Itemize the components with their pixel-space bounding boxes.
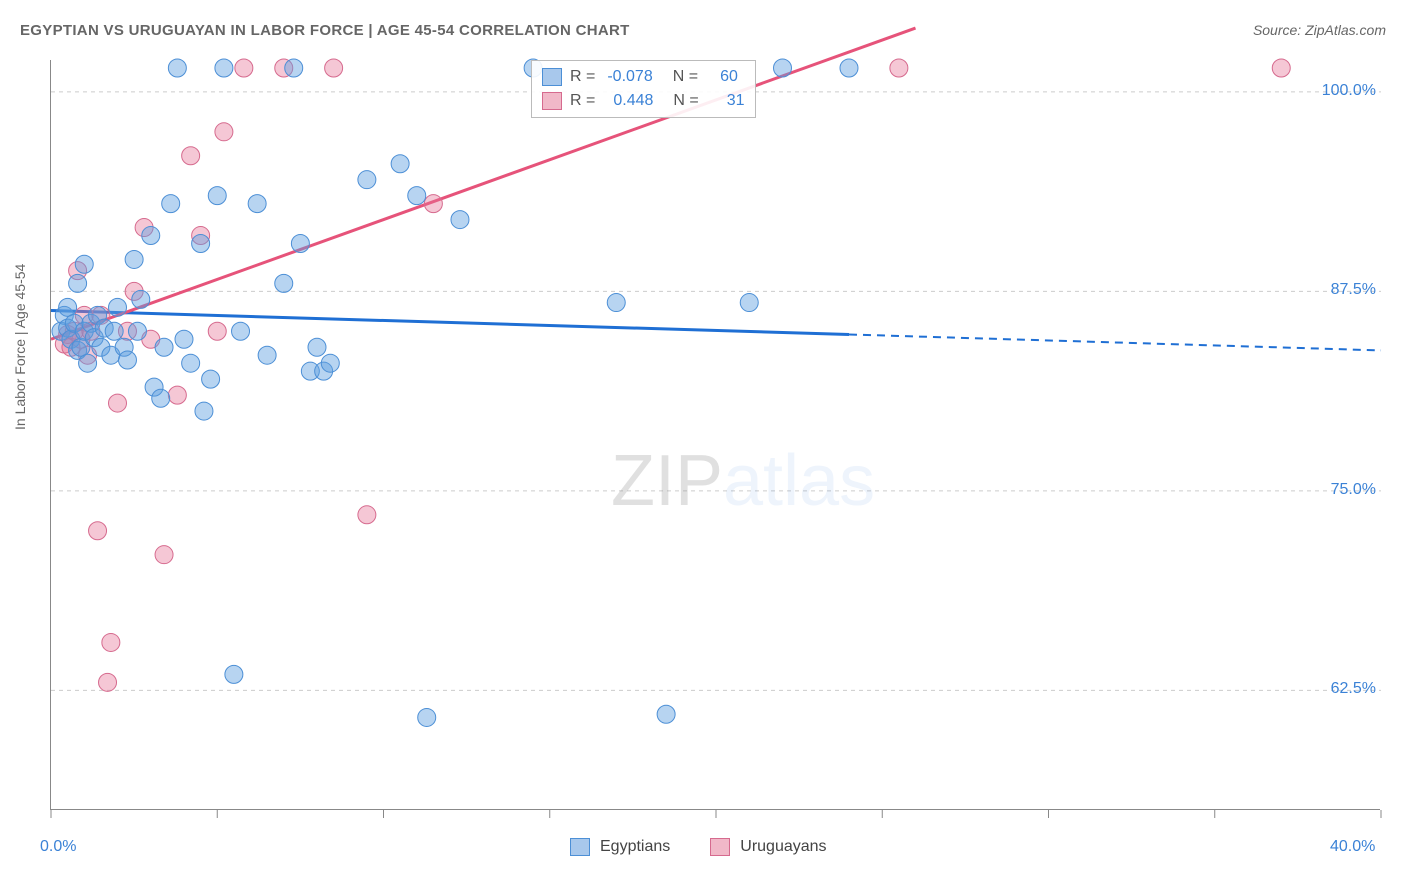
r-label: R = [570, 68, 595, 86]
plot-area: R = -0.078 N = 60 R = 0.448 N = 31 ZIPat… [50, 60, 1380, 810]
r-value-1: 0.448 [613, 92, 653, 110]
legend-stats-row-1: R = 0.448 N = 31 [542, 89, 745, 113]
y-tick-label: 62.5% [1331, 680, 1376, 698]
r-value-0: -0.078 [607, 68, 652, 86]
n-label: N = [673, 68, 698, 86]
watermark: ZIPatlas [611, 440, 875, 522]
y-tick-label: 87.5% [1331, 281, 1376, 299]
swatch-uruguayans-icon [542, 92, 562, 110]
legend-bottom: Egyptians Uruguayans [570, 838, 827, 856]
watermark-zip: ZIP [611, 441, 723, 521]
n-label: N = [673, 92, 698, 110]
legend-label-0: Egyptians [600, 838, 670, 856]
swatch-egyptians-icon [570, 838, 590, 856]
chart-title: EGYPTIAN VS URUGUAYAN IN LABOR FORCE | A… [20, 22, 630, 39]
plot-svg [51, 60, 1380, 809]
legend-stats: R = -0.078 N = 60 R = 0.448 N = 31 [531, 60, 756, 118]
legend-label-1: Uruguayans [740, 838, 826, 856]
legend-stats-row-0: R = -0.078 N = 60 [542, 65, 745, 89]
n-value-1: 31 [727, 92, 745, 110]
y-tick-label: 100.0% [1322, 82, 1376, 100]
swatch-uruguayans-icon [710, 838, 730, 856]
legend-item-egyptians: Egyptians [570, 838, 670, 856]
n-value-0: 60 [720, 68, 738, 86]
y-axis-label: In Labor Force | Age 45-54 [12, 264, 28, 430]
x-tick-40: 40.0% [1330, 838, 1375, 856]
x-tick-0: 0.0% [40, 838, 76, 856]
legend-item-uruguayans: Uruguayans [710, 838, 826, 856]
watermark-atlas: atlas [723, 441, 875, 521]
correlation-chart: EGYPTIAN VS URUGUAYAN IN LABOR FORCE | A… [0, 0, 1406, 892]
swatch-egyptians-icon [542, 68, 562, 86]
source-label: Source: ZipAtlas.com [1253, 22, 1386, 38]
y-tick-label: 75.0% [1331, 481, 1376, 499]
r-label: R = [570, 92, 595, 110]
